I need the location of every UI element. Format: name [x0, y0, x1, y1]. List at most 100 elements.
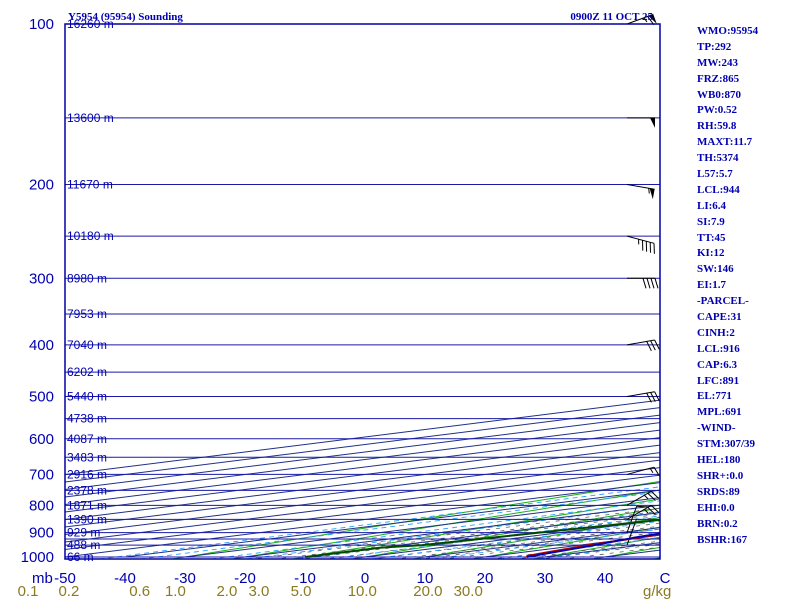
index-item: BSHR:167 [697, 533, 748, 546]
wind-barb-flag [650, 278, 655, 289]
mixing-ratio-line [429, 528, 660, 559]
isotherms [65, 399, 660, 558]
height-label: 929 m [67, 526, 100, 540]
isobars [65, 24, 660, 558]
temperature-tick-label: -40 [114, 570, 136, 587]
index-item: EL:771 [697, 390, 732, 403]
wind-barb [626, 235, 655, 254]
pressure-tick-label: 100 [29, 16, 54, 33]
wind-barb-half-flag [649, 467, 654, 473]
temperature-tick-label: C [660, 570, 671, 587]
index-item: CAPE:31 [697, 311, 742, 324]
index-item: WMO:95954 [697, 25, 759, 37]
wind-barb-staff [626, 490, 652, 506]
height-label: 5440 m [67, 390, 107, 404]
wind-barbs [626, 13, 660, 546]
pressure-tick-label: 500 [29, 389, 54, 406]
mixing-ratio-label: 0.2 [58, 583, 79, 600]
wind-barb-flag [647, 507, 656, 515]
index-item: SRDS:89 [697, 485, 740, 498]
temperature-tick-label: -10 [294, 570, 316, 587]
isotherm-line [65, 399, 660, 476]
wind-barb [626, 504, 660, 520]
wind-barb [626, 391, 660, 403]
temperature-tick-label: 40 [597, 570, 614, 587]
isotherm-line [65, 452, 660, 528]
valid-time: 0900Z 11 OCT 25 [570, 11, 653, 23]
index-item: FRZ:865 [697, 72, 740, 85]
isotherm-line [65, 407, 660, 483]
pressure-tick-label: 1000 [21, 549, 54, 566]
index-item: STM:307/39 [697, 438, 756, 451]
moist-adiabat-line [297, 513, 660, 559]
index-item: PW:0.52 [697, 104, 738, 117]
index-item: TT:45 [697, 231, 726, 244]
index-item: KI:12 [697, 247, 725, 260]
index-item: L57:5.7 [697, 168, 733, 181]
pressure-tick-label: 600 [29, 431, 54, 448]
index-item: MAXT:11.7 [697, 136, 753, 149]
wind-barb [626, 339, 660, 352]
pressure-tick-label: 800 [29, 497, 54, 514]
plot-frame [64, 23, 661, 560]
wind-barb-pennant [649, 188, 655, 200]
index-item: LCL:916 [697, 342, 740, 355]
index-item: CINH:2 [697, 326, 735, 339]
isotherm-line [65, 429, 660, 506]
mixing-ratio-label: 2.0 [216, 583, 237, 600]
isotherm-line [65, 422, 660, 498]
mixing-ratio-label: 0.1 [18, 583, 39, 600]
index-item: EI:1.7 [697, 279, 727, 292]
index-item: LCL:944 [697, 183, 740, 196]
index-item: SW:146 [697, 263, 734, 276]
index-item: MPL:691 [697, 406, 742, 419]
index-item: SI:7.9 [697, 215, 725, 228]
height-label: 11670 m [67, 177, 113, 191]
wind-barb [626, 490, 660, 506]
isotherm-line [65, 467, 660, 543]
mixing-ratio-label: 3.0 [248, 583, 269, 600]
wind-barb-staff [626, 506, 638, 533]
mixing-ratio-line [243, 504, 660, 559]
height-label: 1390 m [67, 512, 107, 526]
index-item: TH:5374 [697, 152, 739, 165]
height-label: 7040 m [67, 338, 107, 352]
wind-barb-flag [647, 492, 656, 501]
wind-barb-half-flag [643, 494, 649, 500]
dry-adiabat-line [289, 498, 660, 559]
wind-barb-half-flag [643, 509, 649, 514]
index-item: BRN:0.2 [697, 517, 738, 530]
index-item: SHR+:0.0 [697, 469, 744, 482]
pressure-tick-label: 200 [29, 176, 54, 193]
height-label: 1871 m [67, 498, 107, 512]
index-item: MW:243 [697, 56, 738, 69]
height-label: 66 m [67, 550, 94, 564]
index-item: -WIND- [697, 422, 736, 435]
dry-adiabat-line [349, 507, 660, 559]
height-label: 4087 m [67, 432, 107, 446]
isotherm-line [65, 459, 660, 536]
mixing-ratio-label: 30.0 [454, 583, 483, 600]
mixing-ratio-unit: g/kg [643, 583, 671, 600]
wind-barb-flag [646, 341, 652, 352]
wind-barb [626, 466, 660, 477]
wind-barb-flag [654, 278, 659, 289]
height-label: 10180 m [67, 229, 114, 243]
wind-barb-half-flag [648, 188, 650, 194]
height-label: 3483 m [67, 450, 107, 464]
wind-barb-staff [626, 466, 655, 475]
isotherm-line [65, 414, 660, 491]
wind-barb-flag [646, 278, 651, 289]
mixing-ratio-label: 20.0 [413, 583, 442, 600]
pressure-tick-label: 300 [29, 270, 54, 287]
dry-adiabat-line [229, 489, 660, 559]
plot-border [64, 23, 661, 560]
height-label: 7953 m [67, 307, 107, 321]
temperature-tick-label: -50 [54, 570, 76, 587]
height-label: 8980 m [67, 271, 107, 285]
wind-barb-flag [636, 505, 648, 508]
chart-title: Y5954 (95954) Sounding [68, 11, 183, 23]
pressure-tick-label: 400 [29, 337, 54, 354]
temperature-tick-label: 20 [477, 570, 494, 587]
height-label: 4738 m [67, 412, 107, 426]
